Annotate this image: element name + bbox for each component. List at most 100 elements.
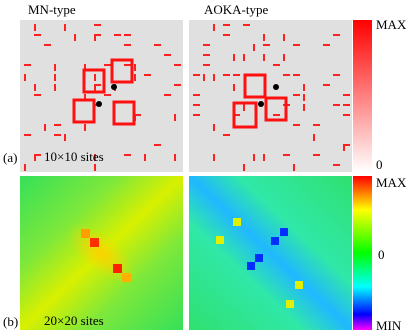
arrow <box>213 74 215 81</box>
arrow <box>74 34 76 41</box>
arrow <box>164 94 171 96</box>
arrow <box>343 144 350 146</box>
arrow <box>114 34 121 36</box>
arrow <box>64 134 66 141</box>
arrow <box>233 114 240 116</box>
arrow <box>213 24 215 31</box>
arrow <box>34 34 41 36</box>
arrow <box>293 94 300 96</box>
arrow <box>34 154 36 161</box>
row-label: (b) <box>3 314 18 329</box>
arrow <box>283 34 285 41</box>
arrow <box>253 44 255 51</box>
arrow <box>193 104 200 106</box>
arrow <box>104 64 111 66</box>
arrow <box>203 44 210 46</box>
arrow <box>243 164 245 171</box>
arrow <box>323 84 330 86</box>
arrow <box>134 74 136 81</box>
arrow <box>263 34 265 41</box>
colorbar-label: MAX <box>376 175 407 190</box>
arrow <box>293 74 300 76</box>
arrow <box>124 34 131 36</box>
arrow <box>273 64 280 66</box>
colorbar <box>353 176 372 330</box>
colorbar-label: MIN <box>376 318 402 333</box>
arrow <box>54 74 56 81</box>
arrow <box>283 54 285 61</box>
arrow <box>233 54 235 61</box>
sites-label: 10×10 sites <box>44 149 104 164</box>
arrow <box>223 134 230 136</box>
arrow <box>124 44 131 46</box>
arrow <box>203 74 205 81</box>
arrow <box>94 84 101 86</box>
arrow <box>203 54 210 56</box>
arrow <box>24 64 31 66</box>
arrow <box>233 74 240 76</box>
colorbar-label: 0 <box>376 157 383 172</box>
arrow <box>174 64 181 66</box>
arrow <box>223 74 230 76</box>
arrow <box>303 94 305 101</box>
arrow <box>193 114 200 116</box>
arrow <box>44 44 51 46</box>
arrow <box>223 34 230 36</box>
arrow <box>54 64 56 71</box>
arrow <box>293 164 295 171</box>
arrow <box>94 34 96 41</box>
arrow <box>94 24 101 26</box>
arrow <box>104 94 111 96</box>
arrow <box>154 44 161 46</box>
row-label: (a) <box>3 150 17 165</box>
column-title: MN-type <box>28 2 76 17</box>
column-title: AOKA-type <box>204 2 268 17</box>
arrow <box>94 74 96 81</box>
arrow <box>84 94 86 101</box>
arrow <box>333 104 340 106</box>
arrow <box>263 154 265 161</box>
arrow <box>223 24 230 26</box>
site-dot <box>111 84 117 90</box>
arrow <box>343 94 350 96</box>
arrow <box>144 74 151 76</box>
arrow <box>263 54 265 61</box>
arrow <box>273 114 280 116</box>
arrow <box>343 144 345 151</box>
arrow <box>94 154 96 161</box>
arrow <box>333 164 340 166</box>
arrow <box>34 24 36 31</box>
arrow <box>313 124 320 126</box>
arrow <box>34 94 41 96</box>
arrow <box>54 134 61 136</box>
arrow <box>283 74 290 76</box>
arrow <box>94 34 101 36</box>
arrow <box>34 84 36 91</box>
site-dot <box>273 84 279 90</box>
arrow <box>124 64 131 66</box>
arrow <box>193 94 200 96</box>
arrow <box>144 154 146 161</box>
arrow <box>293 124 300 126</box>
colorbar-label: 0 <box>378 247 385 262</box>
arrow <box>154 144 161 146</box>
arrow <box>303 84 305 91</box>
arrow <box>174 114 176 121</box>
colorbar-label: MAX <box>376 17 407 32</box>
arrow <box>243 24 250 26</box>
arrow <box>203 64 210 66</box>
arrow <box>253 154 255 161</box>
arrow <box>233 84 235 91</box>
sites-label: 20×20 sites <box>44 313 104 328</box>
arrow <box>243 104 245 111</box>
arrow <box>174 84 181 86</box>
arrow <box>323 44 330 46</box>
arrow <box>333 74 340 76</box>
panel-a-aoka <box>189 20 352 172</box>
arrow <box>44 124 46 131</box>
arrow <box>313 134 315 141</box>
arrow <box>24 134 31 136</box>
arrow <box>313 154 320 156</box>
